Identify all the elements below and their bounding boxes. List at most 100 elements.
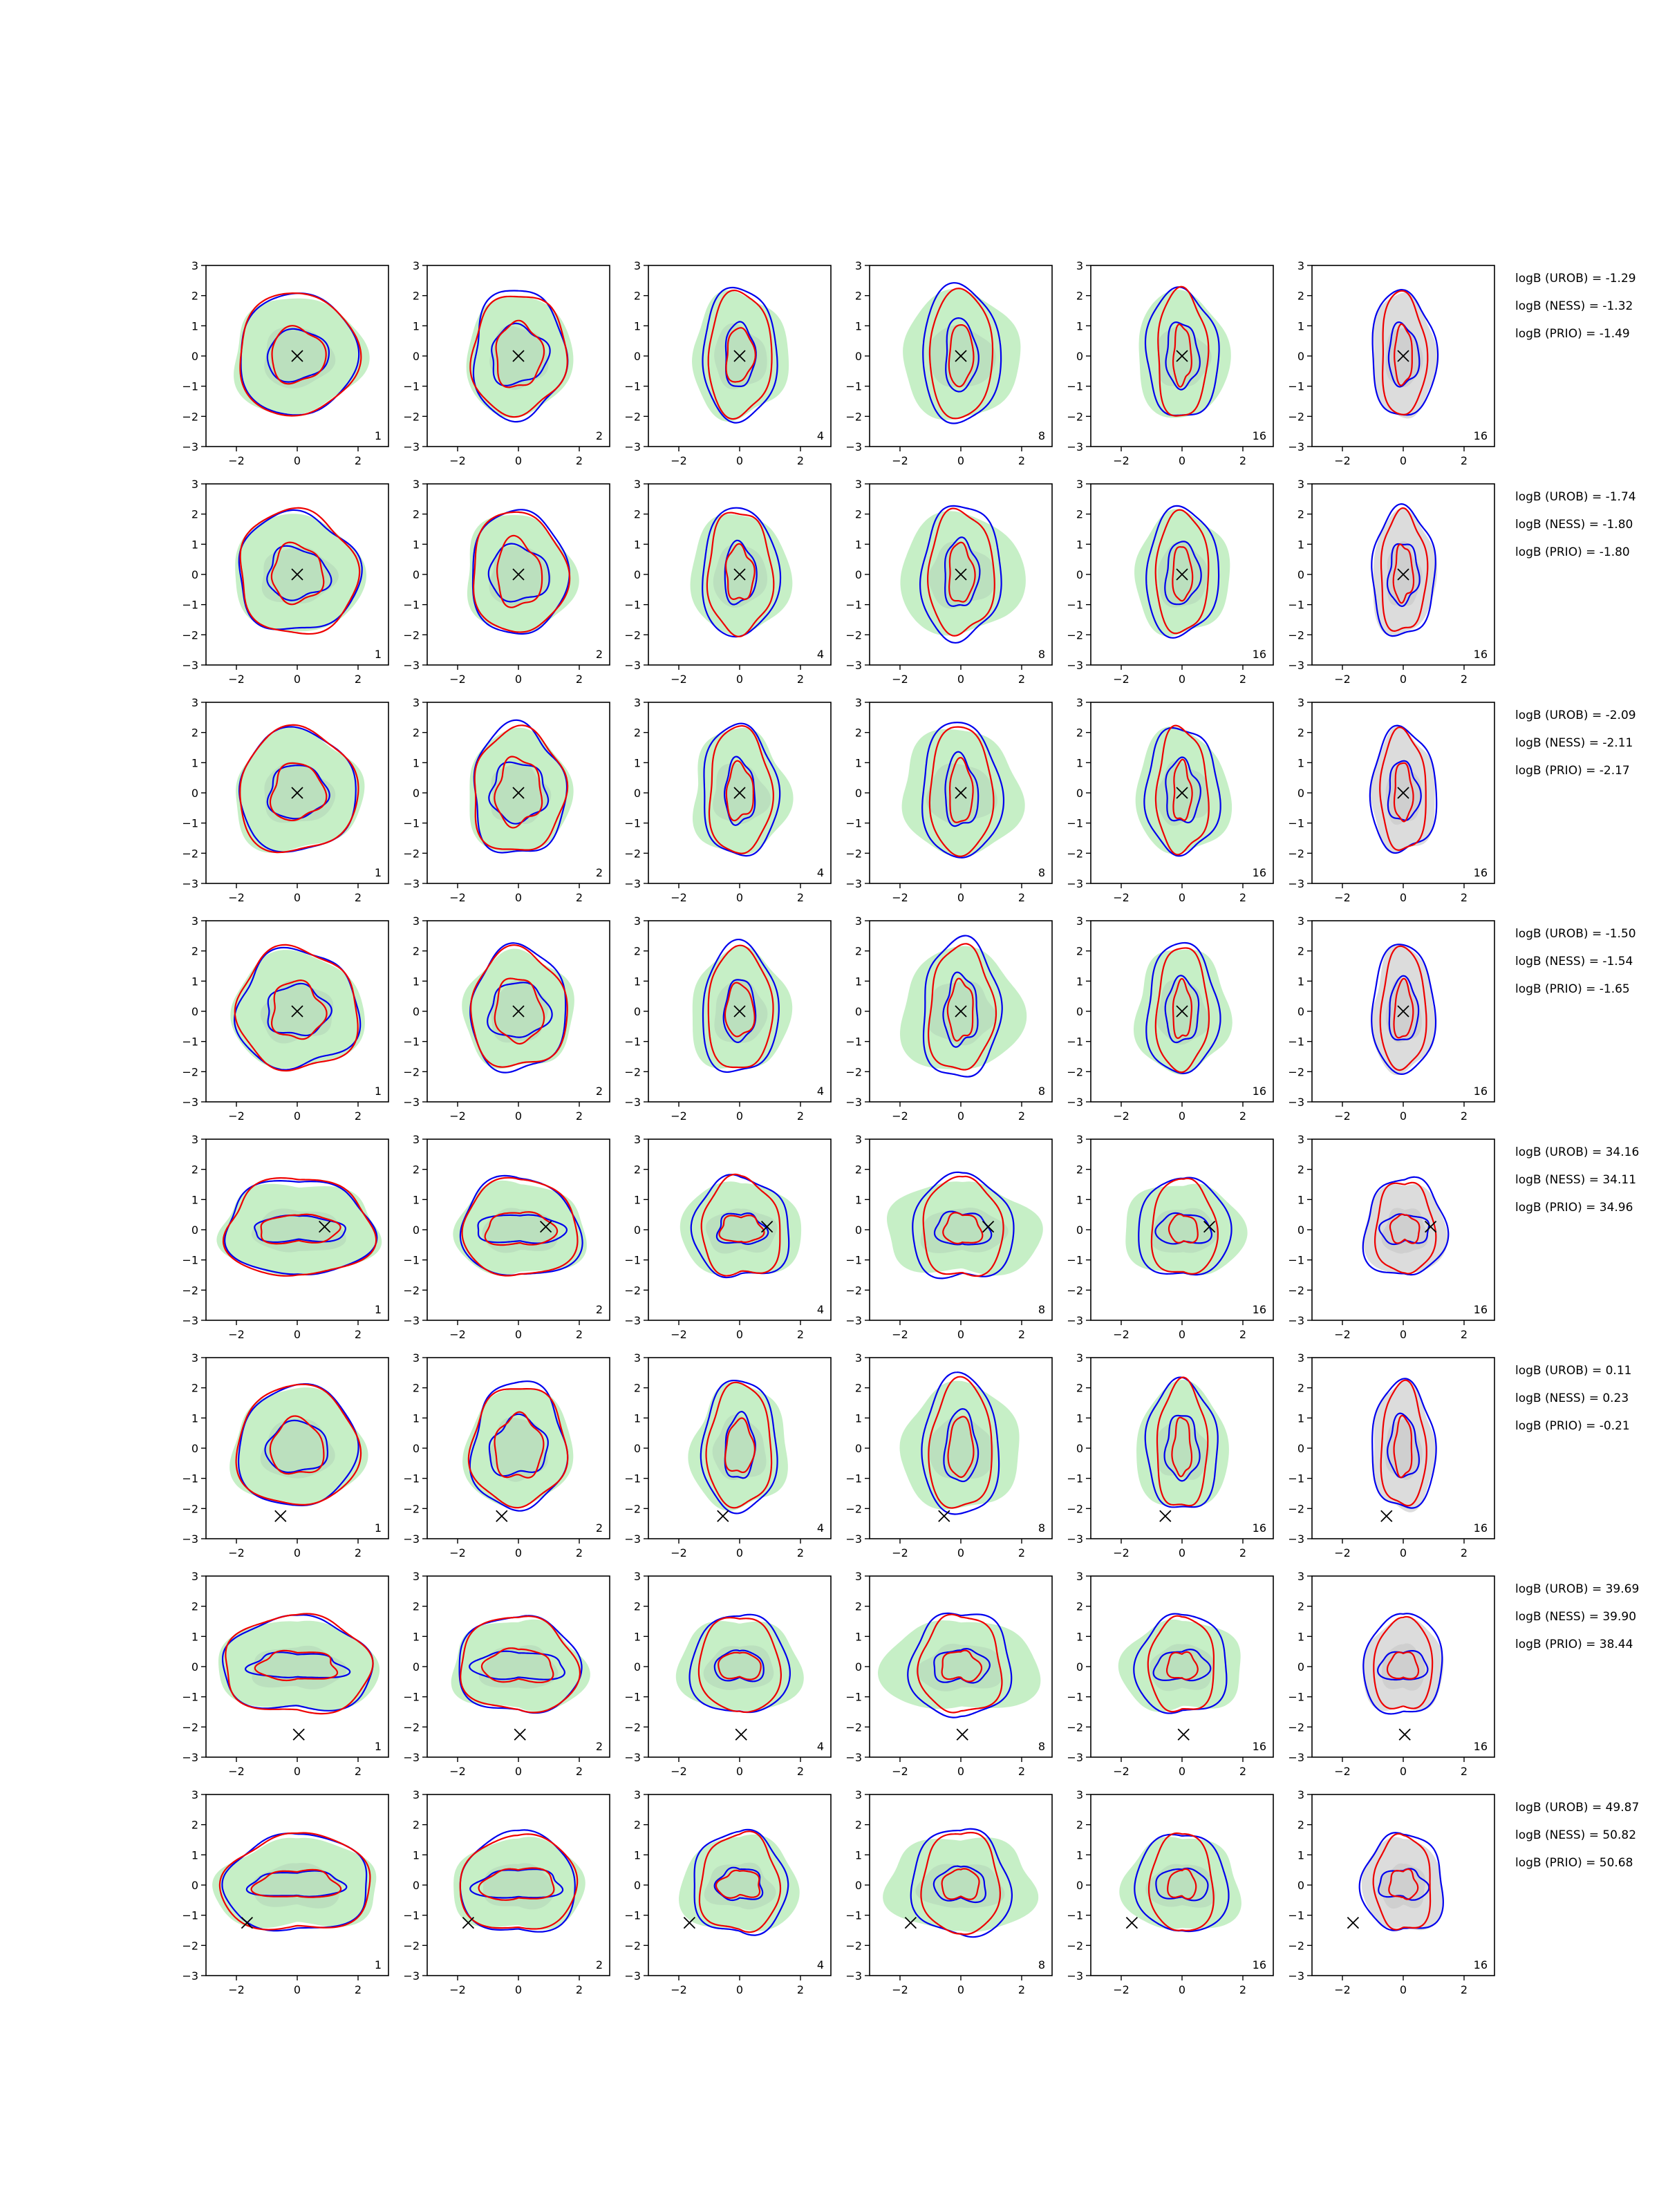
blue-contour-outer [1145,941,1221,1074]
y-tick-label: 2 [1076,290,1083,303]
truth-marker [1176,350,1188,362]
red-contour-inner [260,1213,341,1245]
y-tick-label: −3 [182,1751,198,1764]
blue-contour-outer [1134,1833,1230,1933]
subplot-r1-c5: −2 0 2 −3 −2 −1 0 1 2 3 16 [1067,259,1274,467]
blue-contour-inner [943,1408,980,1483]
y-tick-label: 2 [634,727,641,740]
y-tick-label: 3 [634,478,641,491]
y-tick-label: 1 [855,1630,862,1643]
y-tick-label: −1 [1067,380,1083,393]
subplot-r7-c4: −2 0 2 −3 −2 −1 0 1 2 3 8 [845,1570,1053,1778]
y-tick-label: −1 [845,380,862,393]
x-tick-label: 2 [1239,1328,1246,1341]
subplot-count-label: 16 [1474,1521,1488,1535]
y-tick-label: 1 [634,1412,641,1425]
y-tick-label: 2 [1076,1382,1083,1395]
y-tick-label: 1 [191,1193,198,1206]
subplot-r2-c5: −2 0 2 −3 −2 −1 0 1 2 3 16 [1067,478,1274,686]
y-tick-label: −2 [403,1721,420,1734]
y-tick-label: −2 [845,1284,862,1297]
subplot-count-label: 8 [1038,866,1045,879]
red-contour-inner [1386,1651,1420,1680]
subplot-r1-c3: −2 0 2 −3 −2 −1 0 1 2 3 4 [624,259,832,467]
truth-marker [938,1510,950,1522]
subplot-r8-c2: −2 0 2 −3 −2 −1 0 1 2 3 2 [403,1788,610,1996]
y-tick-label: −1 [182,599,198,612]
y-tick-label: 0 [1076,1224,1083,1237]
blue-contour-outer [471,509,570,635]
logb-label: logB (NESS) = -2.11 [1515,736,1633,750]
blue-contour-outer [1145,505,1220,639]
logb-label: logB (NESS) = -1.80 [1515,518,1633,532]
y-tick-label: −3 [1288,877,1304,890]
blue-contour-inner [1164,975,1200,1044]
y-tick-label: 0 [1297,568,1304,581]
red-contour-outer [1154,947,1210,1074]
y-tick-label: −2 [845,847,862,860]
x-tick-label: −2 [449,673,466,686]
truth-marker [982,1220,995,1233]
subplot-count-label: 2 [596,1958,603,1971]
x-tick-label: −2 [1334,454,1351,467]
subplot-r8-c5: −2 0 2 −3 −2 −1 0 1 2 3 16 [1067,1788,1274,1996]
x-tick-label: 2 [1461,1109,1468,1123]
y-tick-label: 0 [855,1442,862,1455]
blue-contour-inner [1152,1648,1212,1682]
y-tick-label: 2 [191,508,198,521]
y-tick-label: 1 [191,319,198,332]
y-tick-label: 0 [855,350,862,363]
x-tick-label: 2 [1461,1765,1468,1778]
x-tick-label: 0 [1179,1983,1185,1996]
subplot-count-label: 1 [375,1958,382,1971]
subplot-r8-c3: −2 0 2 −3 −2 −1 0 1 2 3 4 [624,1788,832,1996]
y-tick-label: −3 [1067,1096,1083,1109]
y-tick-label: 3 [1297,696,1304,709]
x-tick-label: 0 [736,1983,743,1996]
blue-contour-inner [266,328,330,383]
x-tick-label: 0 [1400,454,1407,467]
y-tick-label: 0 [855,787,862,800]
y-tick-label: 3 [855,696,862,709]
subplot-r3-c2: −2 0 2 −3 −2 −1 0 1 2 3 2 [403,696,610,904]
y-tick-label: 3 [855,478,862,491]
x-tick-label: −2 [449,891,466,904]
y-tick-label: 2 [191,1600,198,1613]
x-tick-label: 2 [576,454,583,467]
blue-contour-outer [1362,1176,1450,1276]
y-tick-label: −1 [182,1909,198,1922]
blue-contour-outer [1144,286,1220,417]
x-tick-label: 2 [1018,1983,1025,1996]
truth-marker [1380,1510,1393,1522]
blue-contour-outer [234,946,362,1071]
truth-marker [904,1916,917,1929]
blue-contour-inner [491,322,551,386]
red-contour-outer [472,511,571,633]
y-tick-label: 3 [634,1133,641,1146]
y-tick-label: 3 [1297,915,1304,928]
x-tick-label: 0 [515,1328,522,1341]
x-tick-label: −2 [892,1328,908,1341]
x-tick-label: 0 [515,1765,522,1778]
y-tick-label: −3 [403,1096,420,1109]
red-contour-inner [1171,1416,1193,1478]
x-tick-label: −2 [449,454,466,467]
y-tick-label: −2 [1067,1284,1083,1297]
y-tick-label: 1 [1297,538,1304,551]
red-contour-inner [1165,1651,1199,1680]
x-tick-label: 0 [1179,1765,1185,1778]
red-contour-inner [494,1411,545,1479]
y-tick-label: 3 [1076,696,1083,709]
y-tick-label: −2 [624,1939,641,1952]
logb-label: logB (NESS) = 34.11 [1515,1173,1636,1187]
subplot-count-label: 16 [1253,1085,1266,1098]
logb-label: logB (PRIO) = -1.65 [1515,982,1630,996]
x-tick-label: 0 [1400,1765,1407,1778]
blue-contour-inner [933,1210,993,1246]
subplot-r1-c6: −2 0 2 −3 −2 −1 0 1 2 3 16 [1288,259,1495,467]
truth-marker [1397,787,1409,799]
blue-contour-inner [1165,321,1201,391]
y-tick-label: −3 [1067,1314,1083,1327]
x-tick-label: 2 [355,1983,362,1996]
y-tick-label: −3 [182,1314,198,1327]
